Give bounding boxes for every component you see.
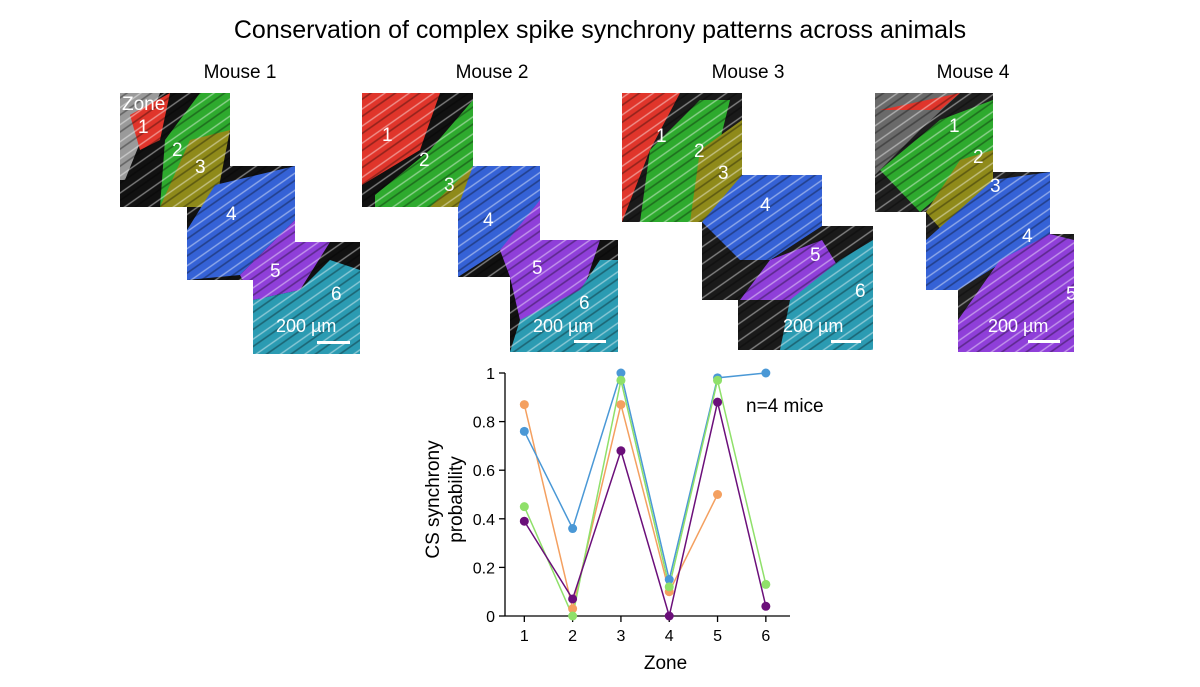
zone-header-label: Zone xyxy=(122,94,165,115)
scale-bar xyxy=(1028,340,1060,343)
zone-label: 2 xyxy=(172,140,183,161)
scale-bar xyxy=(831,340,861,343)
data-point xyxy=(761,579,771,589)
zone-label: 4 xyxy=(1022,226,1033,247)
data-point xyxy=(616,368,626,378)
sample-size-annotation: n=4 mice xyxy=(746,396,824,417)
zone-label: 2 xyxy=(973,147,984,168)
zone-label: 1 xyxy=(949,116,960,137)
panel-title-mouse-2: Mouse 2 xyxy=(455,62,529,83)
zone-label: 3 xyxy=(444,175,455,196)
x-tick-label: 6 xyxy=(761,628,770,645)
zone-label: 6 xyxy=(331,284,342,305)
scale-bar-label: 200 µm xyxy=(783,316,843,336)
data-point xyxy=(713,490,723,499)
panel-title-mouse-1: Mouse 1 xyxy=(203,62,277,83)
zone-label: 4 xyxy=(226,204,237,225)
zone-label: 1 xyxy=(656,126,667,147)
zone-label: 5 xyxy=(1066,284,1077,305)
y-axis-label: CS synchrony xyxy=(423,440,444,559)
zone-label: 4 xyxy=(483,210,494,231)
y-tick-label: 0.6 xyxy=(473,463,495,480)
x-tick-label: 1 xyxy=(520,628,529,645)
x-tick-label: 5 xyxy=(713,628,722,645)
scale-bar-label: 200 µm xyxy=(276,316,336,336)
panel-title-mouse-4: Mouse 4 xyxy=(936,62,1010,83)
data-point xyxy=(761,601,771,611)
data-point xyxy=(761,368,771,378)
x-axis-label: Zone xyxy=(644,653,687,674)
x-tick-label: 2 xyxy=(568,628,577,645)
scale-bar-label: 200 µm xyxy=(988,316,1048,336)
data-point xyxy=(519,426,529,436)
x-tick-label: 4 xyxy=(665,628,674,645)
zone-label: 1 xyxy=(382,125,393,146)
y-tick-label: 0 xyxy=(486,609,495,626)
y-tick-label: 0.2 xyxy=(473,560,495,577)
data-point xyxy=(664,611,674,621)
data-point xyxy=(568,524,578,534)
data-point xyxy=(519,400,529,410)
data-point xyxy=(664,582,674,592)
zone-label: 6 xyxy=(579,293,590,314)
zone-label: 2 xyxy=(694,141,705,162)
data-point xyxy=(713,397,723,407)
scale-bar-label: 200 µm xyxy=(533,316,593,336)
scale-bar xyxy=(574,340,606,343)
y-tick-label: 0.8 xyxy=(473,415,495,432)
scale-bar xyxy=(317,341,350,344)
panel-title-mouse-3: Mouse 3 xyxy=(711,62,785,83)
data-point xyxy=(568,594,578,604)
zone-label: 5 xyxy=(532,258,543,279)
y-tick-label: 0.4 xyxy=(473,512,495,529)
zone-label: 6 xyxy=(855,281,866,302)
data-point xyxy=(664,575,674,585)
data-point xyxy=(713,375,723,385)
y-axis-label: probability xyxy=(446,456,467,543)
data-point xyxy=(616,446,626,456)
data-point xyxy=(519,516,529,526)
zone-label: 3 xyxy=(718,163,729,184)
x-tick-label: 3 xyxy=(616,628,625,645)
data-point xyxy=(568,611,578,621)
series-line xyxy=(523,380,767,619)
zone-label: 2 xyxy=(419,150,430,171)
zone-label: 3 xyxy=(990,176,1001,197)
figure-title: Conservation of complex spike synchrony … xyxy=(233,16,967,44)
y-tick-label: 1 xyxy=(486,366,495,383)
data-point xyxy=(616,375,626,385)
data-point xyxy=(616,400,626,410)
data-point xyxy=(519,502,529,512)
series-line xyxy=(523,370,766,580)
zone-label: 3 xyxy=(195,157,206,178)
zone-label: 1 xyxy=(138,117,149,138)
zone-label: 4 xyxy=(760,195,771,216)
data-point xyxy=(568,604,578,614)
series-line xyxy=(523,401,767,619)
zone-label: 5 xyxy=(270,261,281,282)
zone-label: 5 xyxy=(810,245,821,266)
